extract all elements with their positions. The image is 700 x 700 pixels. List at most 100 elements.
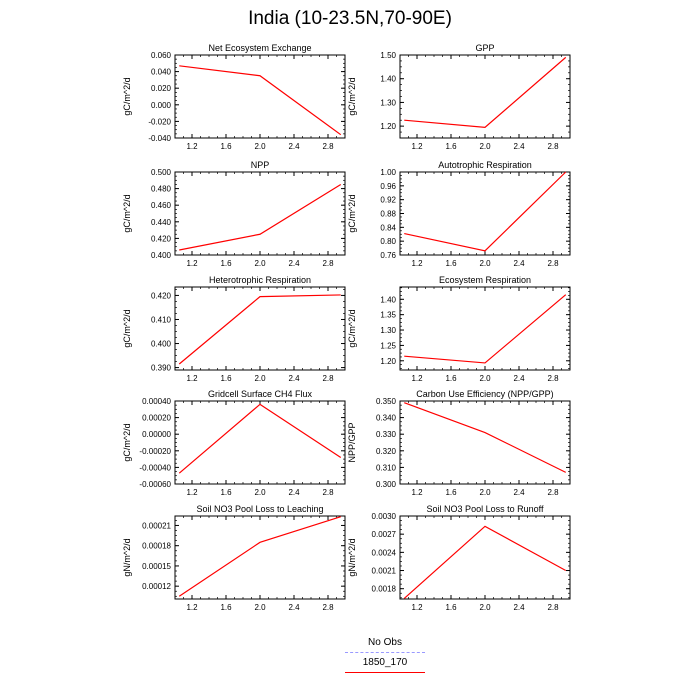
y-tick-label: 0.040 xyxy=(151,68,172,77)
series-line-1850-170 xyxy=(404,171,567,252)
x-tick-label: 2.0 xyxy=(254,259,266,268)
y-axis-label: gN/m^2/d xyxy=(347,538,357,576)
x-tick-label: 2.8 xyxy=(322,488,334,497)
series-line-1850-170 xyxy=(404,402,567,473)
x-tick-label: 2.8 xyxy=(547,374,559,383)
x-tick-label: 2.4 xyxy=(288,259,300,268)
y-tick-label: 0.00021 xyxy=(142,521,171,530)
y-tick-label: 1.20 xyxy=(380,357,396,366)
x-tick-label: 2.4 xyxy=(513,374,525,383)
x-tick-label: 2.8 xyxy=(322,603,334,612)
y-axis-label: gC/m^2/d xyxy=(347,194,357,232)
series-line-1850-170 xyxy=(179,65,342,136)
x-tick-label: 2.0 xyxy=(479,603,491,612)
plot-frame xyxy=(174,286,346,371)
x-tick-label: 1.6 xyxy=(445,259,457,268)
x-tick-label: 2.4 xyxy=(513,488,525,497)
y-axis-label: gC/m^2/d xyxy=(122,423,132,461)
x-tick-label: 2.8 xyxy=(547,142,559,151)
y-tick-label: 0.00018 xyxy=(142,542,171,551)
chart-carbon-use-efficiency-npp-gpp: Carbon Use Efficiency (NPP/GPP) NPP/GPP 1.… xyxy=(347,389,571,497)
x-tick-label: 1.6 xyxy=(445,488,457,497)
y-tick-label: 0.020 xyxy=(151,84,172,93)
chart-ecosystem-respiration: Ecosystem Respiration gC/m^2/d 1.2 1.6 2.0 2.… xyxy=(347,275,571,383)
series-line-1850-170 xyxy=(178,294,341,365)
x-tick-label: 1.6 xyxy=(220,603,232,612)
chart-heterotrophic-respiration: Heterotrophic Respiration gC/m^2/d 1.2 1.6 2… xyxy=(122,275,346,383)
x-tick-label: 2.0 xyxy=(254,603,266,612)
chart-gridcell-surface-ch4-flux: Gridcell Surface CH4 Flux gC/m^2/d 1.2 1.6 2… xyxy=(122,389,346,497)
x-tick-label: 2.4 xyxy=(288,603,300,612)
legend-line-1850-170 xyxy=(345,672,425,673)
plot-frame xyxy=(174,400,346,485)
chart-title: Heterotrophic Respiration xyxy=(209,275,311,285)
y-tick-label: 0.460 xyxy=(151,201,172,210)
plot-frame xyxy=(174,515,346,600)
y-tick-label: -0.040 xyxy=(148,134,171,143)
x-tick-label: 1.6 xyxy=(445,603,457,612)
chart-autotrophic-respiration: Autotrophic Respiration gC/m^2/d 1.2 1.6 2.0… xyxy=(347,160,571,268)
chart-soil-no3-pool-loss-to-leaching: Soil NO3 Pool Loss to Leaching gN/m^2/d 1.… xyxy=(122,504,346,612)
x-tick-label: 2.8 xyxy=(322,374,334,383)
y-tick-label: 1.35 xyxy=(380,311,396,320)
y-tick-label: 0.00020 xyxy=(142,414,171,423)
y-axis-label: gN/m^2/d xyxy=(122,538,132,576)
x-tick-label: 2.0 xyxy=(479,259,491,268)
x-tick-label: 1.6 xyxy=(445,142,457,151)
chart-gpp: GPP gC/m^2/d 1.2 1.6 2.0 2.4 2.8 1.20 1.30 1.40 1.… xyxy=(347,43,571,151)
x-tick-label: 2.4 xyxy=(288,374,300,383)
chart-title: GPP xyxy=(475,43,494,53)
x-tick-label: 1.6 xyxy=(220,488,232,497)
y-tick-label: 0.000 xyxy=(151,101,172,110)
y-tick-label: 0.440 xyxy=(151,218,172,227)
y-axis-label: gC/m^2/d xyxy=(347,77,357,115)
y-tick-label: 0.00012 xyxy=(142,582,171,591)
page-title: India (10-23.5N,70-90E) xyxy=(248,8,452,29)
y-tick-label: 1.30 xyxy=(380,98,396,107)
x-tick-label: 1.2 xyxy=(186,259,198,268)
y-tick-label: 0.0021 xyxy=(372,567,397,576)
chart-title: Soil NO3 Pool Loss to Runoff xyxy=(427,504,544,514)
plot-frame xyxy=(399,171,571,256)
x-tick-label: 1.2 xyxy=(186,142,198,151)
chart-title: Carbon Use Efficiency (NPP/GPP) xyxy=(416,389,553,399)
y-tick-label: 0.80 xyxy=(380,237,396,246)
series-line-1850-170 xyxy=(404,56,567,128)
y-axis-label: gC/m^2/d xyxy=(122,309,132,347)
y-tick-label: 0.320 xyxy=(376,447,397,456)
series-line-1850-170 xyxy=(178,403,342,474)
y-tick-label: 0.96 xyxy=(380,182,396,191)
y-tick-label: 0.410 xyxy=(151,315,172,324)
y-tick-label: 0.0024 xyxy=(372,548,397,557)
x-tick-label: 2.0 xyxy=(479,374,491,383)
legend-label-no-obs: No Obs xyxy=(368,637,402,648)
series-line-1850-170 xyxy=(178,516,341,597)
y-tick-label: 1.25 xyxy=(380,341,396,350)
y-tick-label: 1.50 xyxy=(380,51,396,60)
x-tick-label: 1.2 xyxy=(411,603,423,612)
y-tick-label: 0.88 xyxy=(380,210,396,219)
y-tick-label: 0.350 xyxy=(376,397,397,406)
x-tick-label: 2.8 xyxy=(547,488,559,497)
x-tick-label: 2.4 xyxy=(288,142,300,151)
y-tick-label: 0.480 xyxy=(151,185,172,194)
y-tick-label: -0.00040 xyxy=(139,463,171,472)
x-tick-label: 1.2 xyxy=(186,603,198,612)
chart-net-ecosystem-exchange: Net Ecosystem Exchange gC/m^2/d 1.2 1.6 2.0 2… xyxy=(122,43,346,151)
y-tick-label: 1.30 xyxy=(380,326,396,335)
legend-line-no-obs xyxy=(345,652,425,653)
y-tick-label: 0.0018 xyxy=(372,585,397,594)
y-tick-label: 0.0030 xyxy=(372,512,397,521)
y-tick-label: 0.00015 xyxy=(142,562,171,571)
x-tick-label: 2.4 xyxy=(513,142,525,151)
x-tick-label: 1.2 xyxy=(411,488,423,497)
x-tick-label: 2.0 xyxy=(254,142,266,151)
x-tick-label: 1.2 xyxy=(411,374,423,383)
y-tick-label: 0.500 xyxy=(151,168,172,177)
y-tick-label: 0.400 xyxy=(151,340,172,349)
y-tick-label: 0.92 xyxy=(380,196,396,205)
y-axis-label: gC/m^2/d xyxy=(347,309,357,347)
x-tick-label: 2.0 xyxy=(254,488,266,497)
y-tick-label: 0.060 xyxy=(151,51,172,60)
